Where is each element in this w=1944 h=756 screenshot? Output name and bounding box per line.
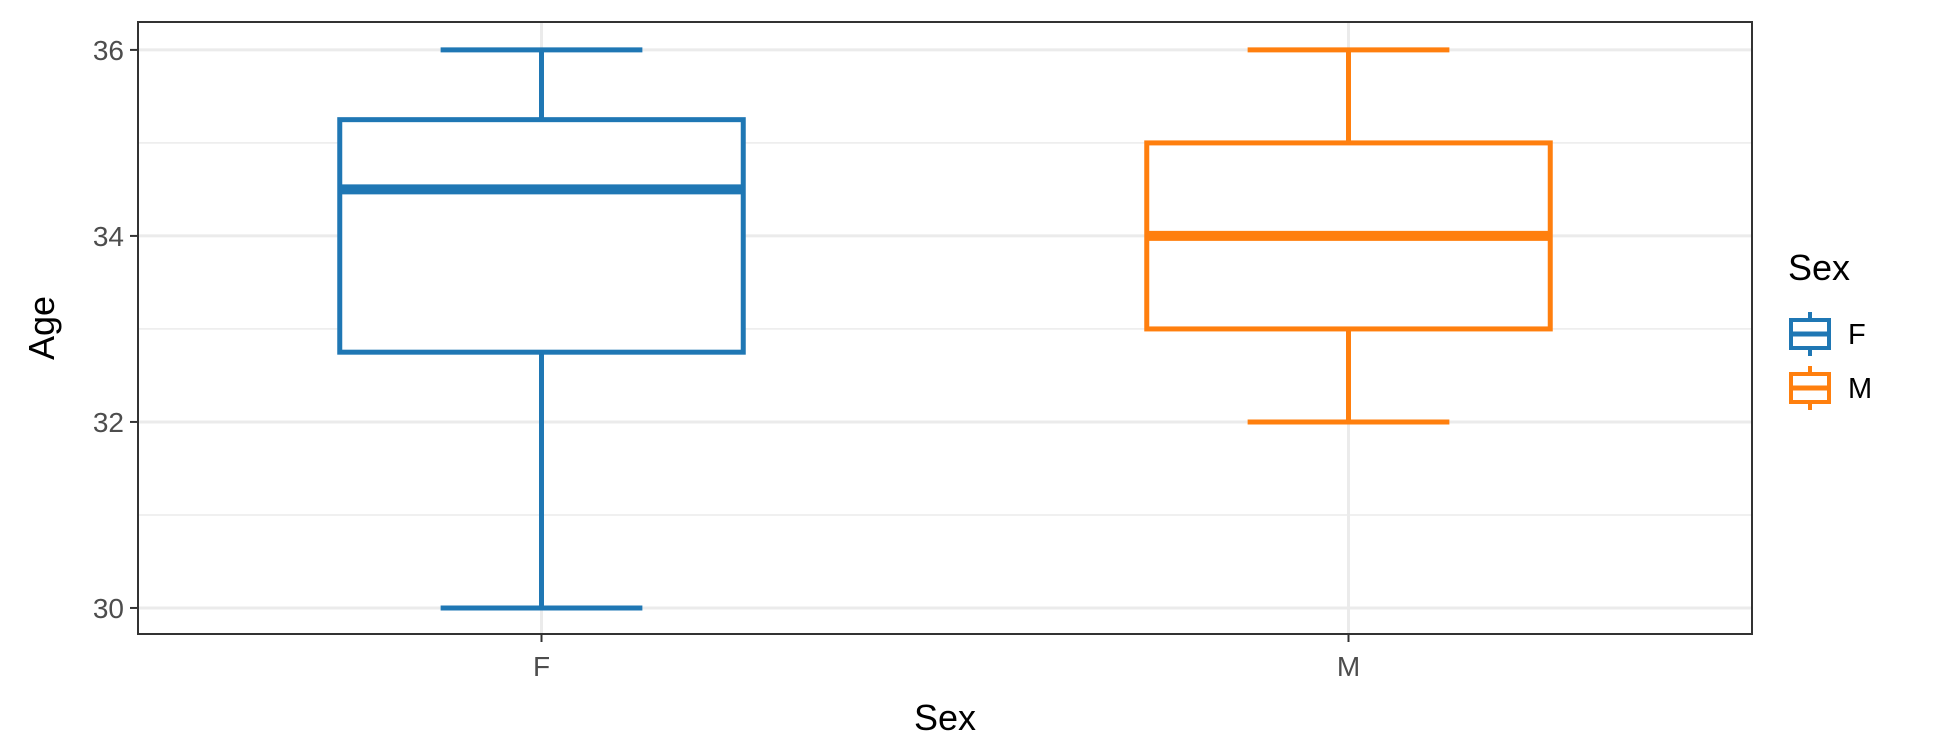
y-axis: 30 32 34 36 — [93, 35, 138, 624]
legend-title: Sex — [1788, 247, 1850, 288]
legend-label: M — [1848, 373, 1872, 405]
box-iqr — [337, 117, 746, 355]
legend-entry-M: M — [1789, 366, 1872, 410]
y-axis-title: Age — [21, 296, 62, 360]
y-tick-label: 32 — [93, 407, 124, 438]
legend: Sex FM — [1788, 247, 1872, 410]
box-M — [1144, 47, 1553, 425]
legend-label: F — [1848, 319, 1866, 351]
box-series — [337, 47, 1553, 611]
y-tick-label: 30 — [93, 593, 124, 624]
x-tick-label: F — [533, 651, 550, 682]
y-tick-label: 36 — [93, 35, 124, 66]
x-tick-label: M — [1337, 651, 1360, 682]
box-F — [337, 47, 746, 611]
panel-border — [137, 21, 1753, 635]
legend-entry-F: F — [1789, 312, 1866, 356]
x-axis-title: Sex — [914, 697, 976, 738]
y-tick-label: 34 — [93, 221, 124, 252]
